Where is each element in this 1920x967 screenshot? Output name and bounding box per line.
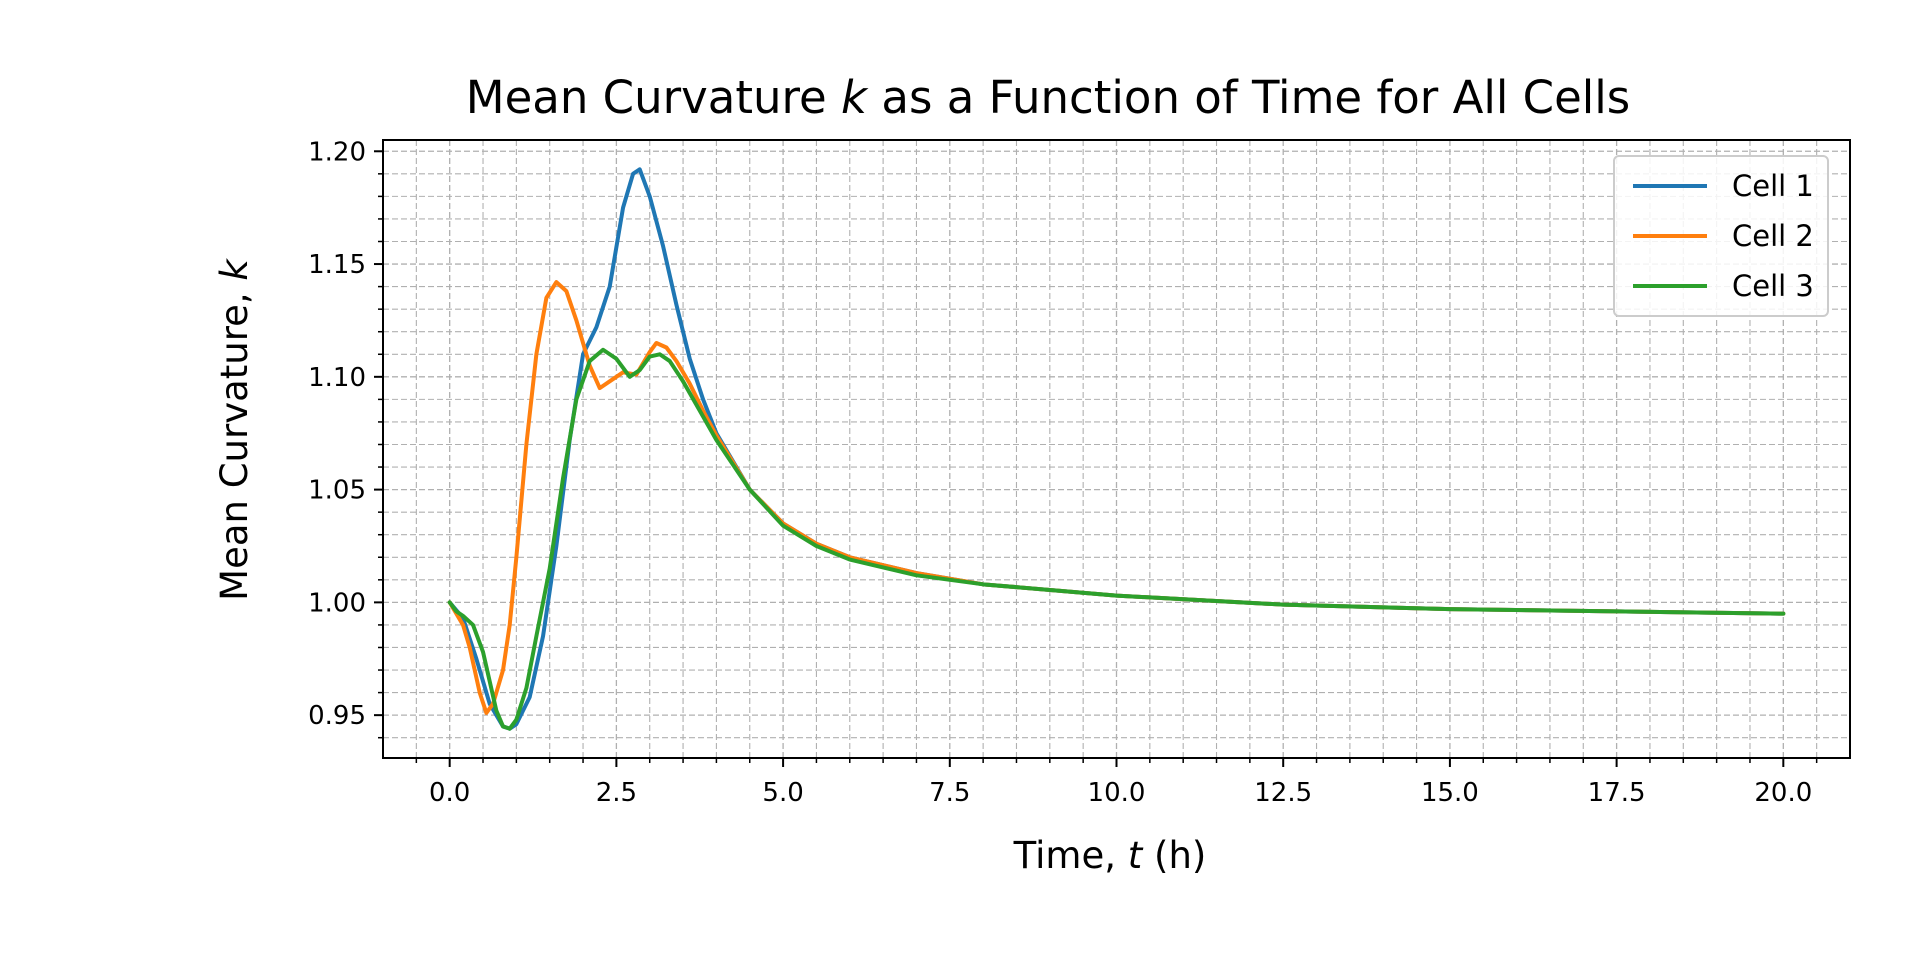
y-tick-label: 1.15 xyxy=(308,250,366,280)
x-tick-label: 2.5 xyxy=(596,778,637,808)
x-axis-label: Time, t (h) xyxy=(1013,834,1207,877)
y-axis-label: Mean Curvature, k xyxy=(213,258,256,601)
y-tick-label: 1.00 xyxy=(308,588,366,618)
series-lines xyxy=(447,167,1786,731)
grid xyxy=(383,140,1850,758)
series-line-cell-3 xyxy=(447,347,1786,731)
legend-label-cell-2: Cell 2 xyxy=(1732,219,1814,253)
y-tick-label: 1.05 xyxy=(308,476,366,506)
y-tick-label: 1.10 xyxy=(308,363,366,393)
x-tick-label: 5.0 xyxy=(762,778,803,808)
series-line-cell-2 xyxy=(447,280,1786,715)
x-tick-label: 7.5 xyxy=(929,778,970,808)
legend-label-cell-1: Cell 1 xyxy=(1732,169,1814,203)
x-tick-label: 15.0 xyxy=(1421,778,1479,808)
x-tick-label: 10.0 xyxy=(1088,778,1146,808)
axes: 0.0 2.5 5.0 7.5 10.0 12.5 15.0 17.5 20.0 0.95 1.00… xyxy=(308,137,1851,808)
legend-frame xyxy=(1613,155,1829,317)
legend: Cell 1 Cell 2 Cell 3 xyxy=(1613,155,1829,317)
legend-label-cell-3: Cell 3 xyxy=(1732,269,1814,303)
x-tick-label: 12.5 xyxy=(1254,778,1312,808)
x-tick-label: 17.5 xyxy=(1588,778,1646,808)
x-tick-label: 0.0 xyxy=(429,778,470,808)
chart-title: Mean Curvature k as a Function of Time f… xyxy=(466,71,1630,124)
x-tick-label: 20.0 xyxy=(1754,778,1812,808)
y-tick-label: 1.20 xyxy=(308,137,366,167)
y-tick-label: 0.95 xyxy=(308,701,366,731)
